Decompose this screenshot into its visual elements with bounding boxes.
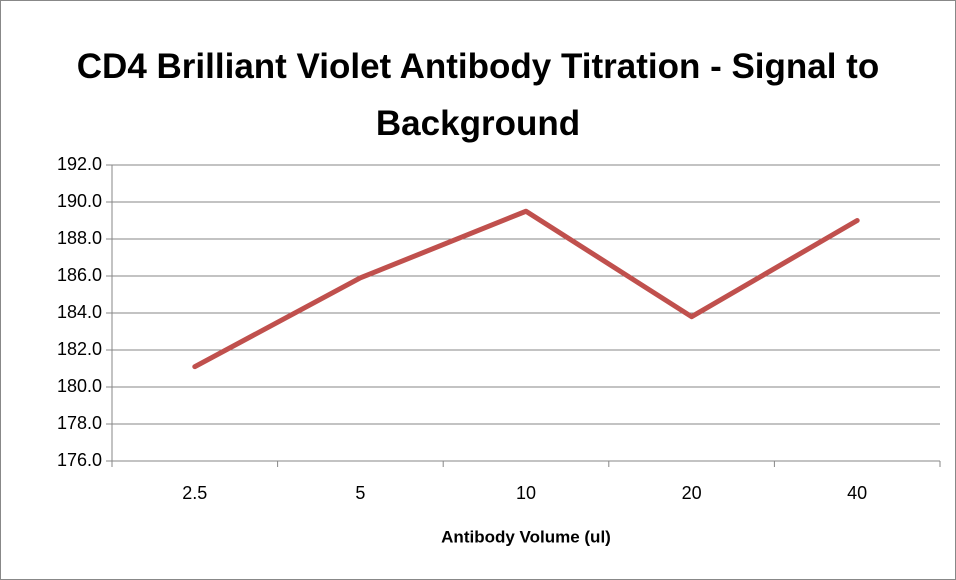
y-tick-label: 192.0	[57, 154, 102, 174]
y-tick-label: 176.0	[57, 450, 102, 470]
x-tick-label: 10	[516, 483, 536, 503]
y-tick-label: 178.0	[57, 413, 102, 433]
y-tick-label: 190.0	[57, 191, 102, 211]
y-tick-label: 186.0	[57, 265, 102, 285]
x-tick-label: 40	[847, 483, 867, 503]
y-tick-label: 182.0	[57, 339, 102, 359]
chart-title: CD4 Brilliant Violet Antibody Titration …	[76, 47, 880, 143]
y-tick-label: 184.0	[57, 302, 102, 322]
x-tick-label: 5	[355, 483, 365, 503]
y-tick-label: 180.0	[57, 376, 102, 396]
x-tick-label: 2.5	[182, 483, 207, 503]
y-tick-label: 188.0	[57, 228, 102, 248]
x-tick-label: 20	[682, 483, 702, 503]
x-axis-title: Antibody Volume (ul)	[441, 527, 611, 546]
data-line	[192, 208, 860, 370]
